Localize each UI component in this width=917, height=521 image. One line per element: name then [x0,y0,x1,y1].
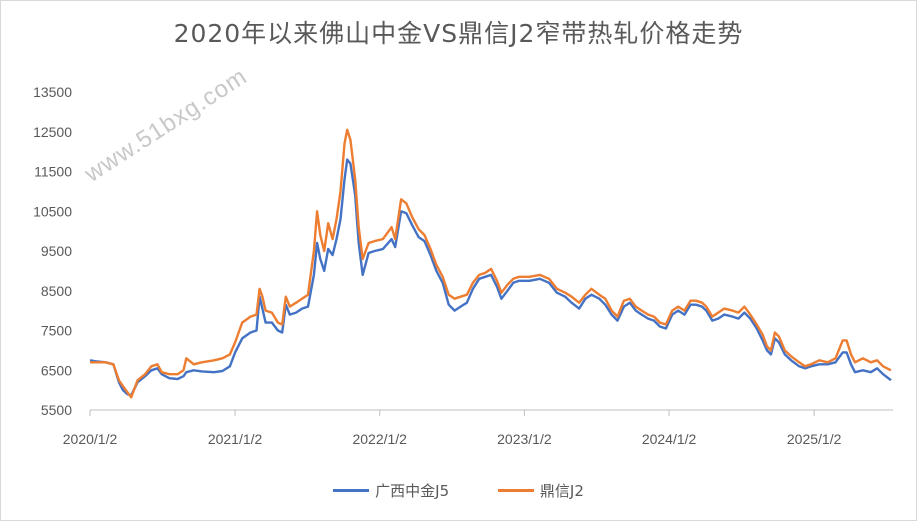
y-tick-label: 9500 [41,243,72,259]
x-axis-ticks: 2020/1/2 2021/1/2 2022/1/2 2023/1/2 2024/1/2… [63,410,842,447]
series-line-2 [90,128,892,399]
y-tick-label: 6500 [41,362,72,378]
y-tick-label: 8500 [41,283,72,299]
legend: 广西中金J5 鼎信J2 [0,478,917,501]
legend-label-series-1: 广西中金J5 [375,482,450,500]
y-tick-label: 13500 [33,84,72,100]
x-tick-label: 2025/1/2 [787,431,842,447]
series-lines [89,128,892,399]
line-chart: 13500 12500 11500 10500 9500 8500 7500 6500 5500… [33,84,893,447]
legend-item-series-2: 鼎信J2 [497,480,584,501]
y-axis-ticks: 13500 12500 11500 10500 9500 8500 7500 6500 5500 [33,84,72,418]
legend-item-series-1: 广西中金J5 [333,480,449,501]
y-tick-label: 5500 [41,402,72,418]
x-tick-label: 2023/1/2 [497,431,552,447]
x-tick-label: 2021/1/2 [208,431,263,447]
chart-title: 2020年以来佛山中金VS鼎信J2窄带热轧价格走势 [173,19,744,48]
x-tick-label: 2022/1/2 [352,431,407,447]
series-line-1 [89,158,892,397]
y-tick-label: 11500 [34,164,72,180]
legend-swatch-series-1 [333,489,370,492]
legend-swatch-series-2 [497,489,534,492]
y-tick-label: 10500 [33,203,72,219]
x-tick-label: 2024/1/2 [642,431,697,447]
legend-label-series-2: 鼎信J2 [539,482,584,500]
x-tick-label: 2020/1/2 [63,431,118,447]
y-tick-label: 7500 [41,323,72,339]
y-tick-label: 12500 [33,124,72,140]
